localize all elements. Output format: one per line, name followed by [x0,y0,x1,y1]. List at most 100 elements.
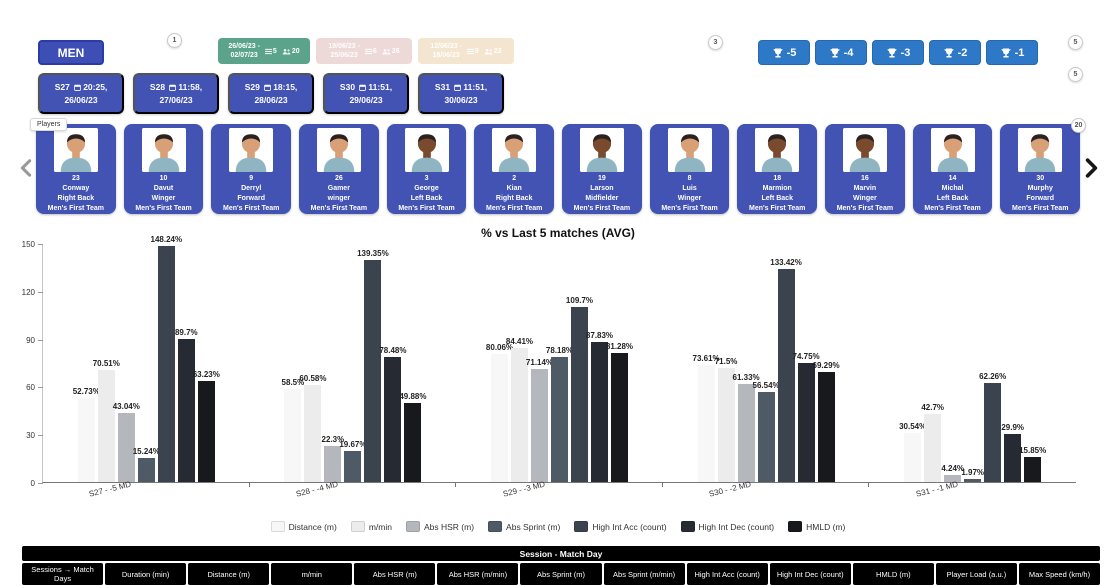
player-card-conway[interactable]: 23 Conway Right Back Men's First Team [36,124,116,214]
session-button-S29[interactable]: S29 18:15, 28/06/23 [228,73,314,114]
player-card-davut[interactable]: 10 Davut Winger Men's First Team [123,124,204,214]
player-cards-row: 23 Conway Right Back Men's First Team 10 Dav… [36,124,1081,214]
trophy-icon [887,48,897,57]
player-photo-frame [1018,128,1063,172]
bar-value-label: 109.7% [565,296,594,306]
legend-item[interactable]: High Int Dec (count) [680,521,774,532]
player-card-george[interactable]: 3 George Left Back Men's First Team [386,124,467,214]
carousel-next-button[interactable] [1085,156,1099,180]
match-day-button--3[interactable]: -3 [872,40,924,65]
chart-bar[interactable]: 19.67% [339,440,366,482]
table-column-header[interactable]: HMLD (m) [852,563,934,585]
table-column-header[interactable]: High Int Acc (count) [686,563,768,585]
legend-item[interactable]: Abs HSR (m) [405,521,474,532]
chart-bar[interactable]: 4.24% [941,464,964,482]
players-people-icon [382,48,391,54]
player-card-marmion[interactable]: 18 Marmion Left Back Men's First Team [737,124,818,214]
chart-bar[interactable]: 22.3% [322,435,344,482]
calendar-icon [169,84,177,91]
chart-bar[interactable]: 49.88% [399,392,426,482]
match-day-button--2[interactable]: -2 [929,40,981,65]
bar-group-5: 30.54% 42.7% 4.24% 1.97% 62.26% 29.9% 15.85% S3… [869,244,1076,499]
player-card-marvin[interactable]: 16 Marvin Winger Men's First Team [825,124,905,214]
chart-bar[interactable]: 56.54% [753,381,780,482]
match-day-button--1[interactable]: -1 [986,40,1038,65]
player-card-murphy[interactable]: 30 Murphy Forward Men's First Team [1000,124,1081,214]
chart-bar[interactable]: 63.23% [193,370,220,482]
player-card-luis[interactable]: 8 Luis Winger Men's First Team [649,124,730,214]
session-button-S27[interactable]: S27 20:25, 26/06/23 [38,73,124,114]
men-team-button[interactable]: MEN [38,40,104,65]
chart-bar[interactable]: 58.5% [282,378,304,482]
chart-bar[interactable]: 43.04% [113,402,140,482]
chart-bar[interactable]: 84.41% [506,337,533,482]
player-card-derryl[interactable]: 9 Derryl Forward Men's First Team [211,124,292,214]
chart-bar[interactable]: 87.83% [586,331,613,482]
legend-item[interactable]: m/min [350,521,392,532]
session-button-S28[interactable]: S28 11:58, 27/06/23 [133,73,219,114]
chart-bar[interactable]: 71.5% [715,357,737,482]
chart-bar[interactable]: 78.18% [546,346,573,482]
chart-bar[interactable]: 30.54% [899,422,926,482]
players-people-icon [484,48,493,54]
match-day-button--5[interactable]: -5 [758,40,810,65]
chart-bar[interactable]: 1.97% [961,468,984,482]
session-button-S31[interactable]: S31 11:51, 30/06/23 [418,73,504,114]
table-column-header[interactable]: Max Speed (km/h) [1018,563,1101,585]
chart-bar[interactable]: 89.7% [175,328,198,482]
table-column-header[interactable]: Player Load (a.u.) [935,563,1017,585]
session-button-S30[interactable]: S30 11:51, 29/06/23 [323,73,409,114]
chart-bar[interactable]: 15.24% [133,447,160,482]
table-column-header[interactable]: Abs HSR (m) [354,563,436,585]
legend-item[interactable]: HMLD (m) [788,521,845,532]
match-day-button--4[interactable]: -4 [815,40,867,65]
chart-bar[interactable]: 69.29% [813,361,840,482]
table-column-header[interactable]: m/min [271,563,353,585]
table-column-header[interactable]: High Int Dec (count) [769,563,851,585]
legend-item[interactable]: Distance (m) [270,521,337,532]
table-column-header[interactable]: Duration (min) [105,563,187,585]
chart-bar[interactable]: 74.75% [793,352,820,482]
chart-bar[interactable]: 70.51% [93,359,120,482]
bar-value-label: 74.75% [792,351,820,361]
table-column-header[interactable]: Sessions → Match Days [22,563,104,585]
chart-bar[interactable]: 61.33% [733,373,760,482]
session-count: 9 [466,48,479,55]
player-card-gamer[interactable]: 26 Gamer winger Men's First Team [299,124,379,214]
bar-value-label: 139.35% [357,248,389,258]
table-column-header[interactable]: Abs Sprint (m/min) [603,563,685,585]
chart-bar[interactable]: 29.9% [1001,423,1024,482]
chart-bar[interactable]: 139.35% [357,249,389,482]
chart-bar[interactable]: 148.24% [151,235,182,482]
carousel-prev-button[interactable] [20,156,34,180]
date-range-button-2[interactable]: 19/06/23 -25/06/23 6 26 [316,38,412,64]
x-axis-category-label: S29 - -3 MD [501,479,546,499]
bar-value-label: 49.88% [399,391,427,401]
table-column-header[interactable]: Abs HSR (m/min) [437,563,519,585]
chart-bar[interactable]: 52.73% [73,387,100,482]
chart-bar[interactable]: 71.14% [526,358,553,482]
player-card-kian[interactable]: 2 Kian Right Back Men's First Team [474,124,555,214]
chart-bar[interactable]: 60.58% [299,374,326,482]
date-range-button-1[interactable]: 26/06/23 -02/07/23 5 20 [218,38,310,64]
bar-value-label: 29.9% [1001,423,1025,433]
table-column-header[interactable]: Distance (m) [188,563,270,585]
player-card-michal[interactable]: 14 Michal Left Back Men's First Team [912,124,993,214]
legend-item[interactable]: Abs Sprint (m) [488,521,560,532]
y-axis-tick [38,339,43,341]
chart-bar[interactable]: 62.26% [979,372,1006,482]
legend-item[interactable]: High Int Acc (count) [574,521,667,532]
chart-bar[interactable]: 73.61% [693,354,720,482]
chart-bar[interactable]: 109.7% [566,296,593,482]
player-card-larson[interactable]: 19 Larson Midfielder Men's First Team [562,124,642,214]
chart-bar[interactable]: 42.7% [921,403,944,482]
chart-bar[interactable]: 80.06% [486,343,513,482]
chart-bar[interactable]: 78.48% [379,346,406,482]
session-code-time: S31 11:51, [434,81,488,92]
chart-bar[interactable]: 81.28% [606,342,633,482]
chart-bar[interactable]: 133.42% [770,258,802,482]
bar-value-label: 58.5% [281,377,305,387]
chart-bar[interactable]: 15.85% [1019,446,1046,482]
table-column-header[interactable]: Abs Sprint (m) [520,563,602,585]
date-range-button-3[interactable]: 12/06/23 -18/06/23 9 22 [418,38,514,64]
